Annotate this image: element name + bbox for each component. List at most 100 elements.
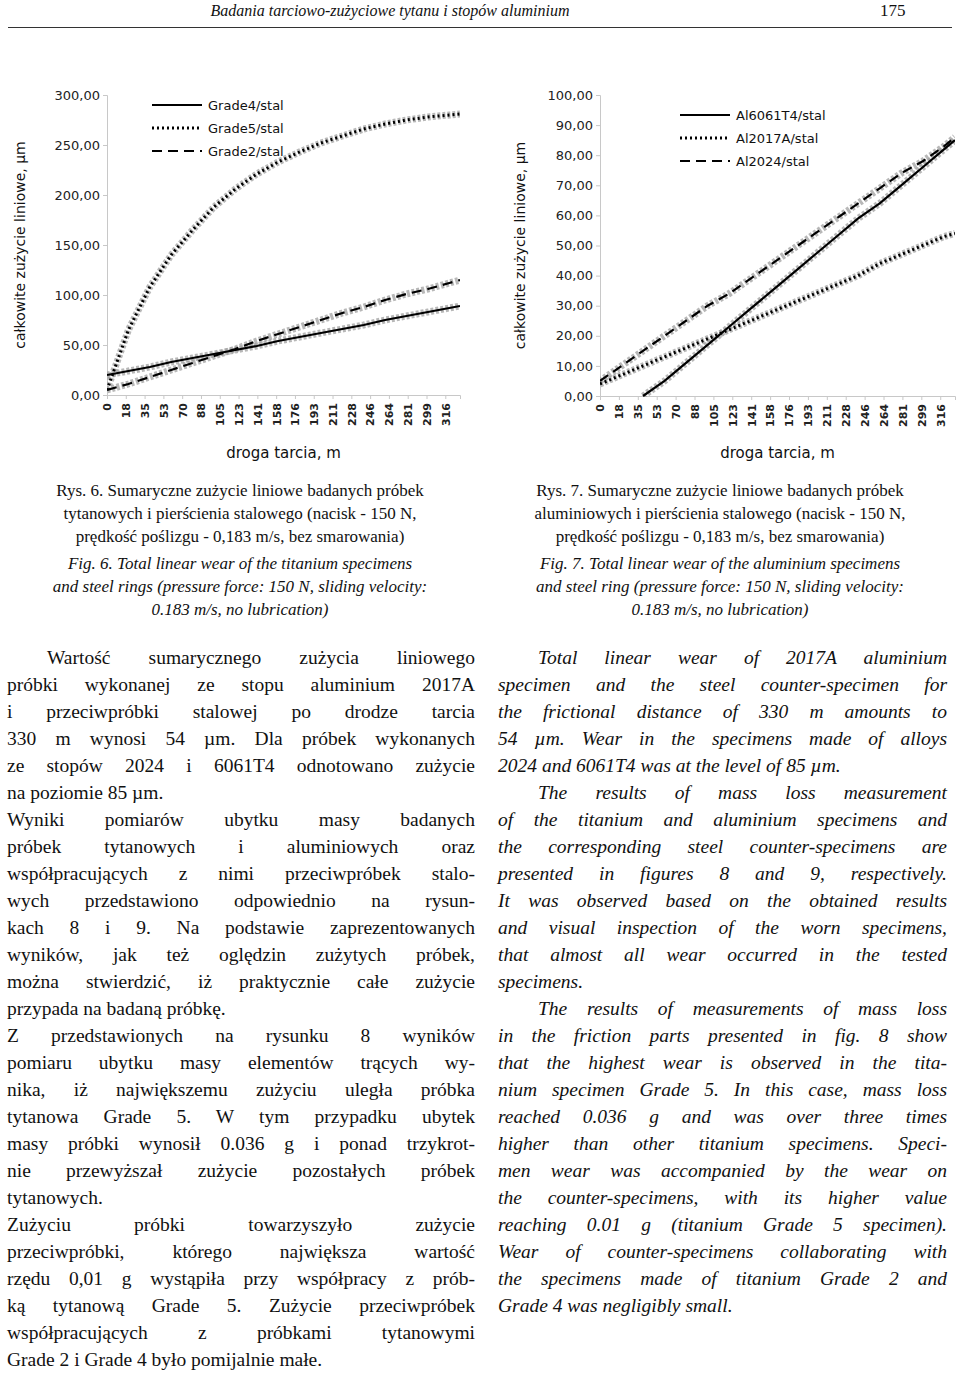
y-tick-mark [596,246,600,247]
x-tick: 246 [859,396,872,427]
x-tick-label: 0 [101,403,114,411]
caption-line-en: and steel rings (pressure force: 150 N, … [8,576,472,598]
text-line: przeciwpróbki, którego największa wartoś… [7,1240,475,1264]
text-line: można stwierdzić, iż praktycznie całe zu… [7,970,475,994]
x-tick-label: 299 [916,404,929,427]
text-line: 2024 and 6061T4 was at the level of 85 µ… [498,754,947,778]
x-tick-label: 281 [897,404,910,427]
text-line: kach 8 i 9. Na podstawie zaprezentowanyc… [7,916,475,940]
x-tick-label: 193 [308,403,321,426]
x-tick: 105 [214,395,227,426]
x-axis-line [108,396,461,400]
x-tick: 193 [308,395,321,426]
y-tick-label: 90,00 [556,118,593,133]
x-tick-label: 193 [802,404,815,427]
x-tick: 316 [935,396,948,427]
x-tick-mark [657,396,658,400]
text-line: pomiaru ubytku masy elementów trących wy… [7,1051,475,1075]
series-line [107,114,460,390]
x-tick-label: 176 [289,403,302,426]
x-tick: 264 [383,395,396,426]
legend-label: Al2024/stal [736,154,809,169]
x-tick-mark [220,395,221,399]
y-tick-mark [103,245,107,246]
text-line: współpracujących z nimi przeciwpróbek st… [7,862,475,886]
x-tick-label: 0 [594,404,607,412]
x-tick-label: 141 [252,403,265,426]
x-tick-label: 123 [233,403,246,426]
text-line: reached 0.036 g and was over three times [498,1105,947,1129]
series-line [643,140,955,396]
x-tick-mark [751,396,752,400]
text-line: współpracujących z próbkami tytanowymi [7,1321,475,1345]
legend-swatch [680,114,730,116]
chart: 0,0010,0020,0030,0040,0050,0060,0070,008… [512,88,956,462]
x-tick: 176 [783,396,796,427]
text-line: na poziomie 85 µm. [7,781,475,805]
text-line: 54 µm. Wear in the specimens made of all… [498,727,947,751]
text-line: of the titanium and aluminium specimens … [498,808,947,832]
y-tick: 50,00 [556,238,600,253]
x-tick-mark [789,396,790,400]
x-tick-label: 88 [195,403,208,418]
x-tick-mark [884,396,885,400]
y-tick: 70,00 [556,178,600,193]
text-line: that almost all wear occurred in the tes… [498,943,947,967]
measured-band [107,114,460,390]
measured-band [107,306,460,375]
x-tick-mark [295,395,296,399]
x-tick-label: 211 [821,404,834,427]
text-line: Grade 4 was negligibly small. [498,1294,947,1318]
x-tick-label: 105 [708,404,721,427]
caption-line-en: 0.183 m/s, no lubrication) [8,599,472,621]
series-line [600,137,955,381]
x-tick: 246 [364,395,377,426]
x-tick: 35 [632,396,645,419]
x-axis-title: droga tarcia, m [226,444,341,462]
caption-line-en: 0.183 m/s, no lubrication) [488,599,952,621]
header-rule [8,27,952,28]
x-tick-label: 53 [158,403,171,418]
caption-line: prędkość poślizgu - 0,183 m/s, bez smaro… [8,526,472,548]
text-line: specimens. [498,970,947,994]
x-tick-mark [107,395,108,399]
figures: 0,0050,00100,00150,00200,00250,00300,000… [0,0,960,480]
series-line [107,306,460,375]
x-tick: 158 [271,395,284,426]
text-line: nie przewyższał zużycie pozostałych prób… [7,1159,475,1183]
measured-band [600,137,955,381]
x-tick-label: 228 [840,404,853,427]
y-tick: 200,00 [55,188,108,203]
y-tick: 0,00 [71,388,107,403]
y-tick-label: 40,00 [556,268,593,283]
x-tick: 193 [802,396,815,427]
text-line: Wartość sumarycznego zużycia liniowego [47,646,475,670]
y-tick-mark [596,396,600,397]
x-tick-mark [713,396,714,400]
y-tick-label: 50,00 [63,338,100,353]
text-line: próbek tytanowych i aluminiowych oraz [7,835,475,859]
legend-label: Grade5/stal [208,121,284,136]
y-axis-line [103,96,108,396]
x-tick: 281 [402,395,415,426]
x-tick: 105 [708,396,721,427]
x-tick-mark [902,396,903,400]
x-tick-mark [182,395,183,399]
x-tick-label: 18 [120,403,133,418]
x-tick: 70 [177,395,190,418]
x-tick-mark [333,395,334,399]
legend-swatch [152,150,202,152]
x-tick-label: 35 [632,404,645,419]
x-tick-label: 105 [214,403,227,426]
x-tick: 228 [840,396,853,427]
x-tick-mark [239,395,240,399]
chart: 0,0050,00100,00150,00200,00250,00300,000… [12,88,461,462]
x-tick-mark [921,396,922,400]
plot-area [600,137,955,396]
x-tick-label: 316 [935,404,948,427]
x-tick: 158 [764,396,777,427]
x-tick-mark [163,395,164,399]
text-line: i przeciwpróbki stalowej po drodze tarci… [7,700,475,724]
x-axis: 0183553708810512314115817619321122824626… [101,395,460,426]
x-tick-mark [676,396,677,400]
